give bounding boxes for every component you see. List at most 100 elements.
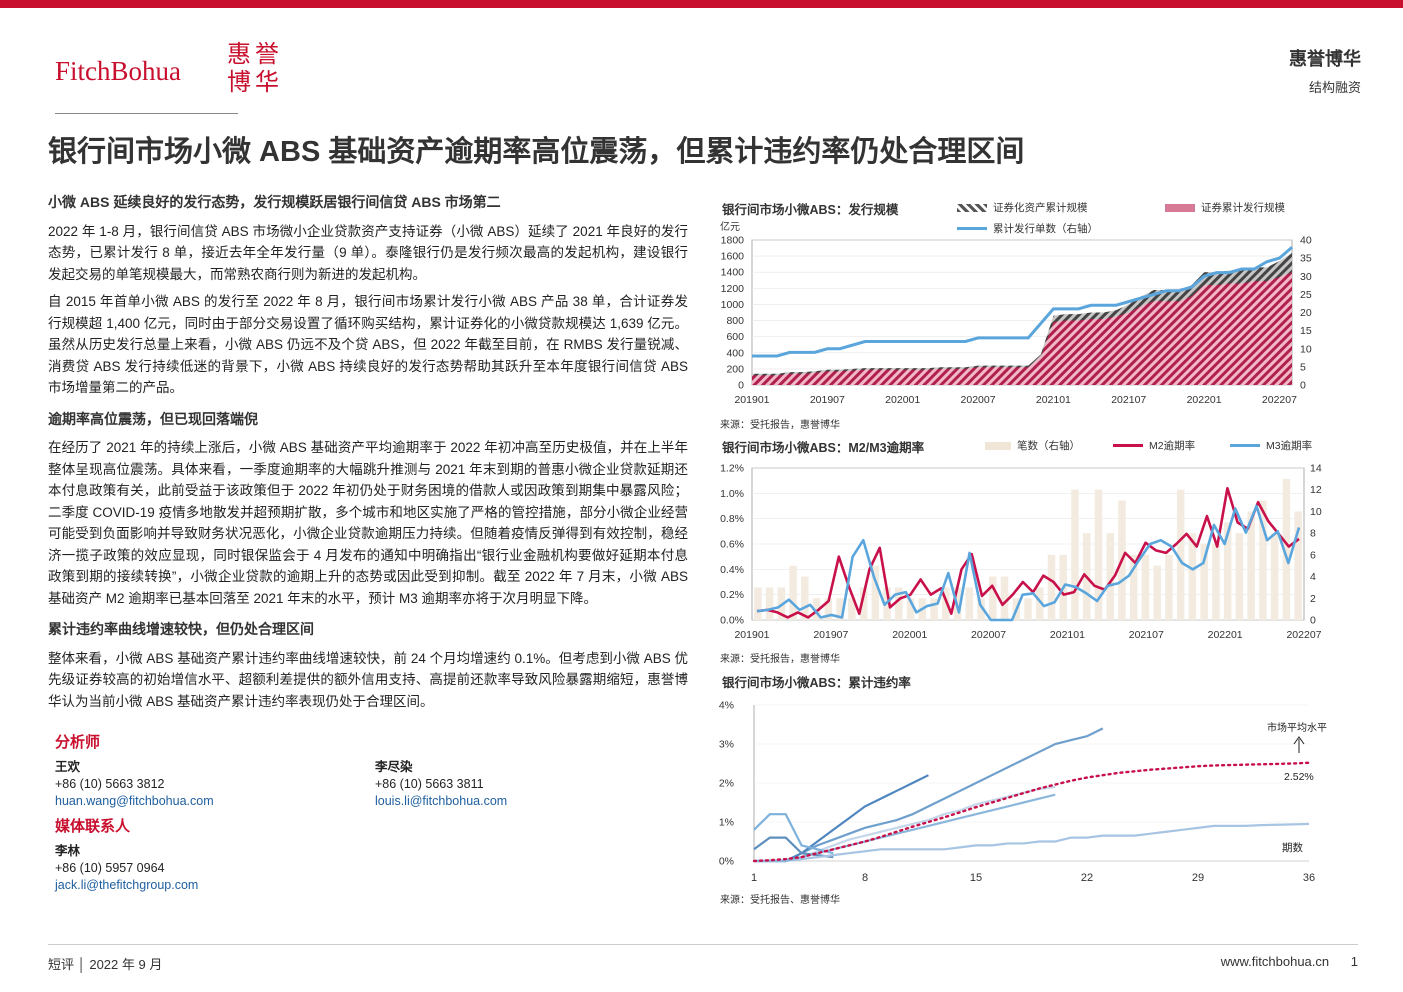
chart1-legend-swatch-securitized [957,203,987,212]
brand-name: 惠誉博华 [1289,49,1361,69]
section-heading-default: 累计违约率曲线增速较快，但仍处合理区间 [48,621,314,637]
chart1-y-tick: 0 [738,380,744,392]
chart2-bar-count [754,587,762,620]
chart3-x-tick: 1 [751,872,757,884]
chart2-legend-swatch-m2 [1113,444,1143,447]
chart1-title: 银行间市场小微ABS：发行规模 [722,203,899,217]
chart2-x-tick: 202201 [1208,629,1243,641]
logo-underline [55,113,238,114]
chart2-bar-count [1259,500,1267,620]
media-contact-email-link[interactable]: jack.li@thefitchgroup.com [55,878,199,892]
chart2-bar-count [1153,565,1161,620]
analyst-1-email-link[interactable]: huan.wang@fitchbohua.com [55,794,214,808]
logo-text: FitchBohua [55,56,181,86]
contacts-block: 分析师 王欢 +86 (10) 5663 3812 huan.wang@fitc… [55,734,695,894]
chart2-y2-tick: 12 [1310,484,1322,496]
chart2-line-m3 [756,504,1301,622]
paragraph-delinquency: 在经历了 2021 年的持续上涨后，小微 ABS 基础资产平均逾期率于 2022… [48,440,688,606]
chart2-bar-count [906,598,915,620]
chart2-x-tick: 202101 [1050,629,1085,641]
analyst-2-email-link[interactable]: louis.li@fitchbohua.com [375,794,508,808]
chart2-y-tick: 1.2% [720,463,744,475]
chart2-bar-count [1282,478,1291,620]
chart2-bar-count [824,598,833,620]
chart1-y-tick: 1800 [721,235,745,247]
chart1-unit-label: 亿元 [720,222,740,233]
chart2-bar-count [1035,587,1044,620]
section-heading-delinquency: 逾期率高位震荡，但已现回落端倪 [48,410,258,427]
chart3-y-tick: 4% [719,700,734,712]
chart3-y-tick: 2% [719,778,734,790]
chart2-y2-tick: 10 [1310,506,1322,518]
logo-chinese-seal: 惠誉 博华 [227,40,293,98]
chart2-bar-count [930,598,938,620]
chart2-bar-count [1071,489,1079,620]
chart2-y2-tick: 2 [1310,593,1316,605]
chart2-bar-count [789,565,797,620]
footer-page-number: 1 [1350,954,1358,969]
chart2-x-tick: 202007 [971,629,1006,641]
chart2-bar-count [942,587,950,620]
media-contact-1: 李林 +86 (10) 5957 0964 jack.li@thefitchgr… [55,843,375,894]
chart1-y-tick: 1000 [721,299,745,311]
chart2-y-tick: 0.2% [720,589,744,601]
brand-subtitle: 结构融资 [1308,80,1361,95]
chart2-y2-tick: 4 [1310,571,1316,583]
chart2-bar-count [836,598,844,620]
chart2-legend-swatch-count [985,441,1011,450]
chart2-x-tick: 201901 [734,629,769,641]
chart1-y2-tick: 0 [1300,380,1306,392]
chart1-x-tick: 202107 [1111,394,1146,406]
chart3-annotation-arrowhead [1293,736,1305,745]
chart2-bar-count [812,598,821,620]
chart3-x-tick: 15 [970,872,982,884]
chart1-x-tick: 202207 [1262,394,1297,406]
chart2-bar-count [801,576,809,620]
report-title: 银行间市场小微 ABS 基础资产逾期率高位震荡，但累计违约率仍处合理区间 [48,136,1025,168]
chart3-y-tick: 1% [719,817,734,829]
chart2-bar-count [859,587,868,620]
chart1-legend-swatch-issued [1165,203,1195,212]
analyst-2: 李尽染 +86 (10) 5663 3811 louis.li@fitchboh… [375,759,695,810]
chart2-bar-count [1165,554,1173,620]
chart2-bar-count [989,576,997,620]
chart3-line-market-average [752,761,1311,863]
chart2-bar-count [1223,522,1232,620]
chart1-y-tick: 800 [726,315,744,327]
chart1-y2-tick: 30 [1300,271,1312,283]
chart2-bar-count [1047,554,1056,620]
footer-right: www.fitchbohua.cn 1 [1221,954,1358,969]
chart1-y-tick: 200 [726,363,744,375]
footer-doc-info: 短评 │ 2022 年 9 月 [48,957,163,972]
chart2-bar-count [1188,533,1197,620]
chart1-area-issued [752,272,1292,385]
media-contact-phone: +86 (10) 5957 0964 [55,861,165,875]
chart3-y-tick: 3% [719,739,734,751]
chart1-legend-label-securitized: 证券化资产累计规模 [993,202,1088,214]
chart1-line-count [752,246,1293,358]
section-heading-issuance: 小微 ABS 延续良好的发行态势，发行规模跃居银行间信贷 ABS 市场第二 [48,194,501,210]
chart2-legend-label-count: 笔数（右轴） [1017,440,1080,452]
chart1-x-tick: 201907 [810,394,845,406]
chart2-legend-swatch-m3 [1230,444,1260,447]
chart3-source: 来源：受托报告、惠誉博华 [720,895,840,906]
chart2-title: 银行间市场小微ABS：M2/M3逾期率 [722,441,925,455]
chart2-legend-label-m2: M2逾期率 [1149,440,1196,452]
chart2-legend-count: 笔数（右轴） [985,438,1080,453]
chart2-source: 来源：受托报告，惠誉博华 [720,654,840,665]
logo-cn-top: 惠誉 [227,40,283,68]
chart1-source: 来源：受托报告，惠誉博华 [720,420,840,431]
chart2-bar-count [1094,489,1103,620]
chart2-legend-label-m3: M3逾期率 [1266,440,1313,452]
footer-url-link[interactable]: www.fitchbohua.cn [1220,954,1330,969]
chart1-issuance-volume: 0 200 400 600 800 1000 1200 1400 1600 1800 0 5 10 15 2… [721,235,1312,407]
chart1-legend-count: 累计发行单数（右轴） [957,221,1098,236]
chart3-annotation-value: 2.52% [1284,771,1314,783]
chart1-y-tick: 1200 [721,283,745,295]
chart3-line-transaction [753,813,834,855]
chart2-bar-count [1129,554,1138,620]
analyst-2-phone: +86 (10) 5663 3811 [375,777,484,791]
chart1-y-tick: 400 [726,347,744,359]
media-contact-name: 李林 [55,844,81,858]
chart2-bar-count [1270,533,1279,620]
